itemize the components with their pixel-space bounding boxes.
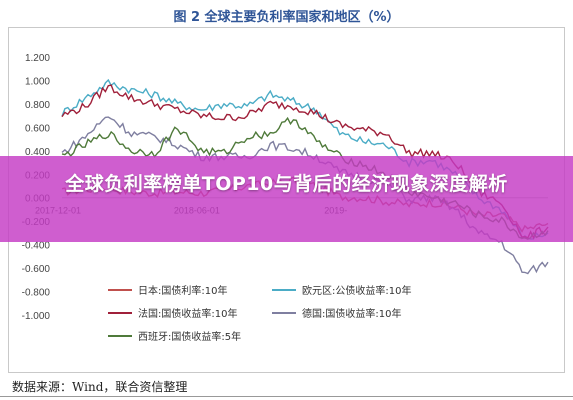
legend-label-1: 欧元区:公债收益率:10年 [302, 284, 411, 297]
y-tick-label: -0.800 [22, 288, 51, 299]
y-tick-label: 1.000 [25, 76, 50, 87]
y-tick-label: 0.400 [25, 147, 50, 158]
y-tick-label: -0.600 [22, 264, 51, 275]
y-tick-label: 1.200 [25, 53, 50, 64]
headline-text: 全球负利率榜单TOP10与背后的经济现象深度解析 [65, 173, 508, 195]
y-tick-label: 0.600 [25, 123, 50, 134]
legend-label-2: 法国:国债收益率:10年 [138, 307, 237, 320]
figure-title: 图 2 全球主要负利率国家和地区（%） [173, 10, 400, 25]
legend-label-3: 德国:国债收益率:10年 [302, 307, 401, 320]
headline-banner [0, 156, 573, 242]
y-tick-label: -0.400 [22, 241, 51, 252]
bottom-rule [0, 396, 573, 397]
legend-label-0: 日本:国债利率:10年 [138, 284, 227, 297]
y-tick-label: 0.800 [25, 100, 50, 111]
source-note: 数据来源：Wind，联合资信整理 [12, 380, 188, 394]
y-tick-label: -1.000 [22, 311, 51, 322]
legend-label-4: 西班牙:国债收益率:5年 [138, 330, 241, 343]
